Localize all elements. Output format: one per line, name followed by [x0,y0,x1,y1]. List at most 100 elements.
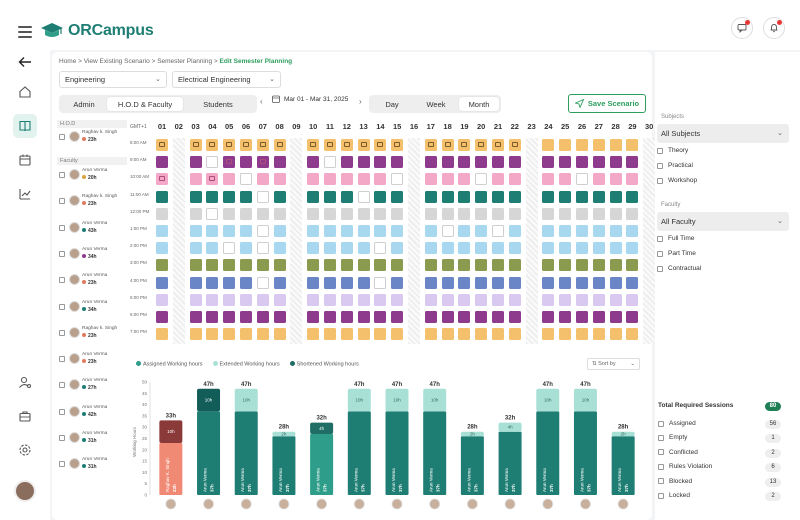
subjects-select[interactable]: All Subjects ⌄ [657,124,789,143]
session-cell[interactable] [156,328,168,341]
session-cell[interactable] [508,242,521,255]
session-cell[interactable] [441,190,454,203]
session-cell[interactable] [542,207,555,220]
session-cell[interactable] [374,156,387,169]
person-row[interactable]: Arun Verma 20h [57,167,127,183]
session-cell[interactable] [592,259,605,272]
session-cell[interactable] [592,328,605,341]
session-cell[interactable] [609,225,622,237]
session-cell[interactable] [273,328,286,341]
session-cell[interactable] [189,259,202,272]
department-select[interactable]: Engineering ⌄ [59,71,167,88]
faculty-option-fulltime[interactable]: Full Time [657,235,694,242]
session-cell[interactable] [256,207,269,220]
session-cell[interactable] [206,225,219,237]
session-cell[interactable] [626,242,639,255]
session-cell[interactable] [324,293,336,306]
user-avatar[interactable] [14,480,36,502]
session-cell[interactable] [441,207,454,220]
session-cell[interactable] [609,173,622,186]
session-cell[interactable] [441,276,454,289]
session-cell[interactable] [156,276,168,289]
person-checkbox[interactable] [59,303,65,310]
session-cell[interactable] [273,259,286,272]
subject-option-practical[interactable]: Practical [657,162,693,169]
session-cell[interactable] [240,139,252,151]
session-cell[interactable] [576,156,588,169]
session-cell[interactable] [357,276,370,289]
person-checkbox[interactable] [59,329,65,336]
session-cell[interactable] [542,190,555,203]
session-cell[interactable] [340,328,353,341]
session-cell[interactable] [374,311,387,323]
session-cell[interactable] [559,207,572,220]
session-cell[interactable] [441,225,454,237]
session-cell[interactable] [576,311,588,323]
session-cell[interactable] [424,311,437,323]
session-cell[interactable] [492,242,504,255]
session-cell[interactable] [273,139,286,151]
session-cell[interactable] [340,242,353,255]
session-cell[interactable] [391,173,404,186]
session-cell[interactable] [189,173,202,186]
session-cell[interactable] [240,276,252,289]
session-cell[interactable] [223,259,236,272]
session-cell[interactable] [576,328,588,341]
session-cell[interactable] [609,293,622,306]
session-cell[interactable] [458,190,471,203]
session-cell[interactable] [273,225,286,237]
session-cell[interactable] [391,259,404,272]
tab-week[interactable]: Week [426,99,446,109]
session-cell[interactable] [475,242,488,255]
session-cell[interactable] [156,242,168,255]
session-cell[interactable] [458,311,471,323]
session-cell[interactable] [458,276,471,289]
session-cell[interactable] [424,259,437,272]
notifications-button[interactable] [763,17,785,39]
checkbox[interactable] [657,250,663,257]
session-cell[interactable] [592,207,605,220]
session-cell[interactable] [307,173,320,186]
session-cell[interactable] [240,328,252,341]
next-month-button[interactable]: › [359,97,362,106]
stat-checkbox[interactable] [658,463,664,470]
session-cell[interactable] [189,225,202,237]
session-cell[interactable] [256,156,269,169]
session-cell[interactable] [340,259,353,272]
session-cell[interactable] [441,328,454,341]
session-cell[interactable] [240,242,252,255]
session-cell[interactable] [156,311,168,323]
stat-checkbox[interactable] [658,449,664,456]
stat-checkbox[interactable] [658,478,664,485]
menu-icon[interactable] [18,26,32,41]
session-cell[interactable] [576,242,588,255]
session-cell[interactable] [223,207,236,220]
session-cell[interactable] [559,156,572,169]
session-cell[interactable] [256,328,269,341]
session-cell[interactable] [223,311,236,323]
session-cell[interactable] [189,242,202,255]
session-cell[interactable] [458,328,471,341]
session-cell[interactable] [458,139,471,151]
session-cell[interactable] [626,139,639,151]
nav-settings[interactable] [13,438,37,462]
session-cell[interactable] [542,328,555,341]
sort-by-select[interactable]: ⇅ Sort by ⌄ [587,358,640,370]
session-cell[interactable] [508,207,521,220]
stat-checkbox[interactable] [658,492,664,499]
session-cell[interactable] [189,311,202,323]
session-cell[interactable] [256,311,269,323]
session-cell[interactable] [206,293,219,306]
session-cell[interactable] [206,276,219,289]
session-cell[interactable] [475,259,488,272]
stat-row[interactable]: Locked [658,492,690,499]
person-row[interactable]: Arun Verma 23h [57,351,127,367]
session-cell[interactable] [206,173,219,186]
session-cell[interactable] [559,276,572,289]
person-row[interactable]: Raghav k. Singh 23h [57,193,127,209]
session-cell[interactable] [206,311,219,323]
person-row[interactable]: Arun Verma 23h [57,272,127,288]
session-cell[interactable] [475,173,488,186]
session-cell[interactable] [324,311,336,323]
session-cell[interactable] [592,173,605,186]
